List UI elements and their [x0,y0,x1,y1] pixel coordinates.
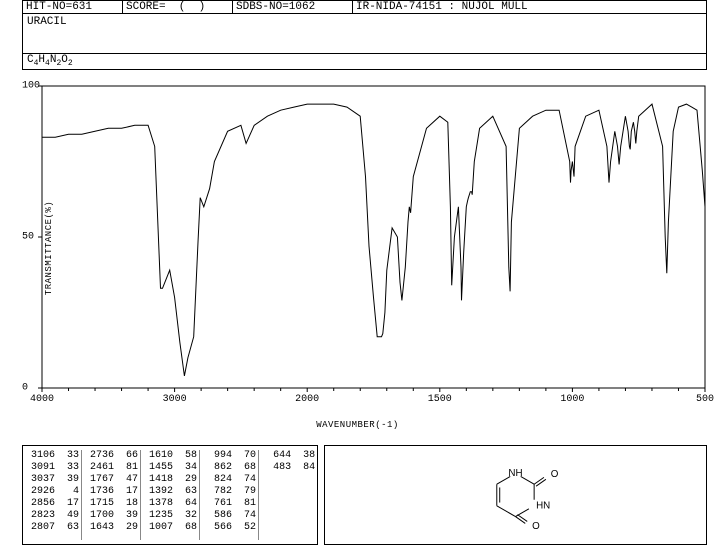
y-tick-label: 100 [22,81,40,92]
x-tick-label: 500 [696,394,714,405]
peak-row: 3106 33 [25,450,79,462]
sdbs-no-cell: SDBS-NO=1062 [233,1,353,13]
peak-row: 1235 32 [143,510,197,522]
peaks-table: 3106 33 3091 33 3037 39 2926 4 2856 17 2… [22,445,318,545]
peak-row: 1715 18 [84,498,138,510]
x-axis-label: WAVENUMBER(-1) [316,420,399,430]
svg-text:O: O [551,469,559,480]
svg-text:HN: HN [536,500,550,511]
y-axis-label: TRANSMITTANCE(%) [44,201,54,295]
hit-no-cell: HIT-NO=631 [23,1,123,13]
peak-row: 1700 39 [84,510,138,522]
peak-row: 1736 17 [84,486,138,498]
peak-row: 483 84 [261,462,315,474]
svg-text:O: O [532,521,540,532]
peak-row: 3091 33 [25,462,79,474]
peak-row: 824 74 [202,474,256,486]
svg-text:NH: NH [508,468,522,479]
peak-row: 2823 49 [25,510,79,522]
peak-row: 761 81 [202,498,256,510]
peak-row: 2736 66 [84,450,138,462]
peak-column: 2736 66 2461 81 1767 47 1736 17 1715 18 … [82,450,141,540]
peak-row: 1455 34 [143,462,197,474]
x-tick-label: 3000 [163,394,187,405]
peak-column: 1610 58 1455 34 1418 29 1392 63 1378 64 … [141,450,200,540]
peak-row: 862 68 [202,462,256,474]
formula-row: C4H4N2O2 [22,54,707,70]
peak-row: 1007 68 [143,522,197,534]
peak-row: 1643 29 [84,522,138,534]
y-tick-label: 50 [22,232,34,243]
score-cell: SCORE= ( ) [123,1,233,13]
peak-column: 644 38 483 84 [259,450,317,540]
ir-id-cell: IR-NIDA-74151 : NUJOL MULL [353,1,706,13]
peak-row: 3037 39 [25,474,79,486]
x-tick-label: 1500 [428,394,452,405]
peak-row: 1392 63 [143,486,197,498]
peak-row: 586 74 [202,510,256,522]
peak-column: 994 70 862 68 824 74 782 79 761 81 586 7… [200,450,259,540]
peak-row: 994 70 [202,450,256,462]
peak-row: 1418 29 [143,474,197,486]
spectrum-svg [0,78,715,418]
formula-text: C4H4N2O2 [27,54,73,68]
molecule-svg: NH HN O O [325,446,706,544]
x-tick-label: 1000 [560,394,584,405]
peak-row: 1610 58 [143,450,197,462]
compound-name: URACIL [27,16,67,28]
peak-row: 1767 47 [84,474,138,486]
compound-name-row: URACIL [22,14,707,54]
header-block: HIT-NO=631 SCORE= ( ) SDBS-NO=1062 IR-NI… [22,0,707,70]
molecule-box: NH HN O O [324,445,707,545]
peak-row: 2461 81 [84,462,138,474]
peak-column: 3106 33 3091 33 3037 39 2926 4 2856 17 2… [23,450,82,540]
peak-row: 782 79 [202,486,256,498]
header-top-row: HIT-NO=631 SCORE= ( ) SDBS-NO=1062 IR-NI… [22,0,707,14]
peak-row: 2807 63 [25,522,79,534]
peak-row: 566 52 [202,522,256,534]
peak-row: 2856 17 [25,498,79,510]
spectrum-chart: TRANSMITTANCE(%) WAVENUMBER(-1) 050100 4… [0,78,715,418]
peak-row: 2926 4 [25,486,79,498]
x-tick-label: 2000 [295,394,319,405]
x-tick-label: 4000 [30,394,54,405]
peak-row: 1378 64 [143,498,197,510]
bottom-panel: 3106 33 3091 33 3037 39 2926 4 2856 17 2… [22,445,707,545]
y-tick-label: 0 [22,383,28,394]
peak-row: 644 38 [261,450,315,462]
